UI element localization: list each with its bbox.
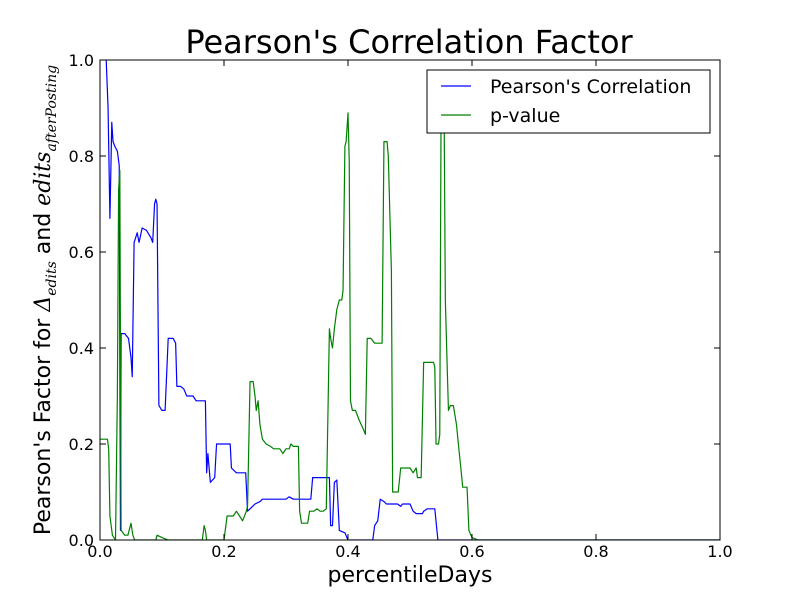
series-layer (100, 60, 720, 540)
legend-box (426, 69, 711, 134)
x-tick-label: 0.8 (583, 542, 608, 561)
y-tick-label: 0.0 (69, 531, 94, 550)
chart-title: Pearson's Correlation Factor (185, 23, 633, 61)
y-axis-label-edits-subscript: afterPosting (44, 65, 60, 152)
series-line-pearson (105, 60, 720, 540)
legend: Pearson's Correlation p-value (426, 69, 711, 134)
x-axis-label: percentileDays (328, 563, 493, 588)
y-tick-label: 0.4 (69, 339, 94, 358)
y-axis-label-delta-subscript: edits (44, 261, 60, 296)
tick-layer: 0.0 0.2 0.4 0.6 0.8 1.0 0.0 0.2 0.4 0.6 0.8 1.0 (69, 51, 733, 561)
y-tick-label: 0.2 (69, 435, 94, 454)
series-line-p-value (100, 107, 720, 540)
legend-label-p-value: p-value (490, 105, 560, 127)
legend-label-pearson: Pearson's Correlation (490, 76, 691, 98)
x-tick-label: 1.0 (707, 542, 732, 561)
y-axis-label-joiner: and (31, 206, 56, 261)
x-tick-label: 0.6 (459, 542, 484, 561)
y-tick-label: 1.0 (69, 51, 94, 70)
plot-area: 0.0 0.2 0.4 0.6 0.8 1.0 0.0 0.2 0.4 0.6 0.8 1.0 (69, 51, 733, 561)
plot-frame (99, 59, 721, 541)
x-tick-label: 0.2 (211, 542, 236, 561)
x-tick-label: 0.4 (335, 542, 360, 561)
y-tick-label: 0.6 (69, 243, 94, 262)
y-tick-label: 0.8 (69, 147, 94, 166)
y-axis-label-prefix: Pearson's Factor for (31, 312, 56, 536)
x-tick-label: 0.0 (87, 542, 112, 561)
y-axis-label-edits: edits (31, 152, 56, 206)
y-axis-label: Pearson's Factor for Δedits and editsaft… (31, 65, 60, 535)
y-axis-label-delta: Δ (31, 296, 56, 313)
